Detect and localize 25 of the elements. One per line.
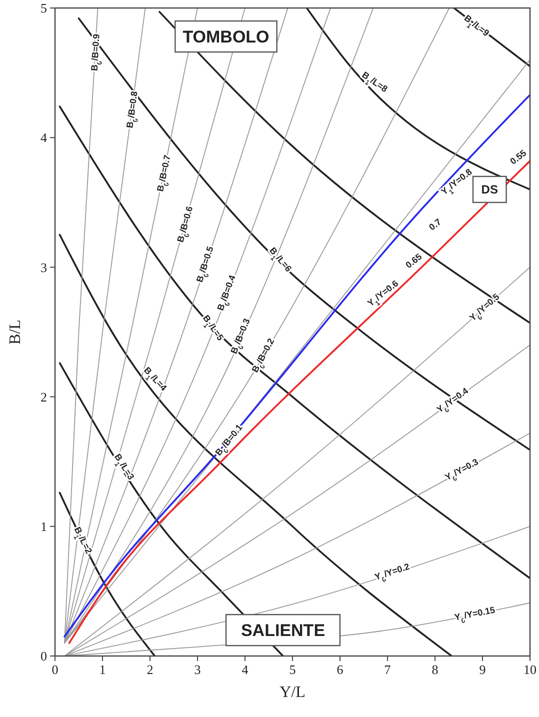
y-tick-label: 4	[40, 130, 48, 146]
annotation: SALIENTE	[240, 621, 326, 640]
x-tick-label: 10	[524, 662, 536, 677]
x-tick-label: 5	[289, 662, 296, 677]
y-tick-label: 1	[40, 518, 47, 534]
y-axis-title: B/L	[7, 320, 24, 344]
y-tick-label: 0	[40, 648, 47, 664]
annotation: 0.7	[427, 216, 444, 232]
x-tick-label: 1	[99, 662, 106, 677]
x-tick-label: 0	[52, 662, 58, 677]
x-axis-title: Y/L	[280, 684, 306, 701]
x-tick-label: 4	[242, 662, 249, 677]
annotation: TOMBOLO	[182, 27, 270, 46]
annotation: 0.65	[404, 252, 424, 270]
x-tick-label: 7	[384, 662, 392, 677]
x-tick-label: 6	[336, 662, 344, 677]
x-tick-label: 2	[146, 662, 154, 677]
x-tick-label: 3	[194, 662, 201, 677]
y-tick-label: 3	[40, 260, 47, 275]
annotation: DS	[481, 182, 498, 197]
y-tick-label: 2	[40, 389, 47, 404]
annotation: 0.55	[508, 148, 528, 166]
y-tick-label: 5	[40, 0, 47, 16]
x-tick-label: 9	[479, 662, 486, 677]
x-tick-label: 8	[432, 662, 438, 677]
